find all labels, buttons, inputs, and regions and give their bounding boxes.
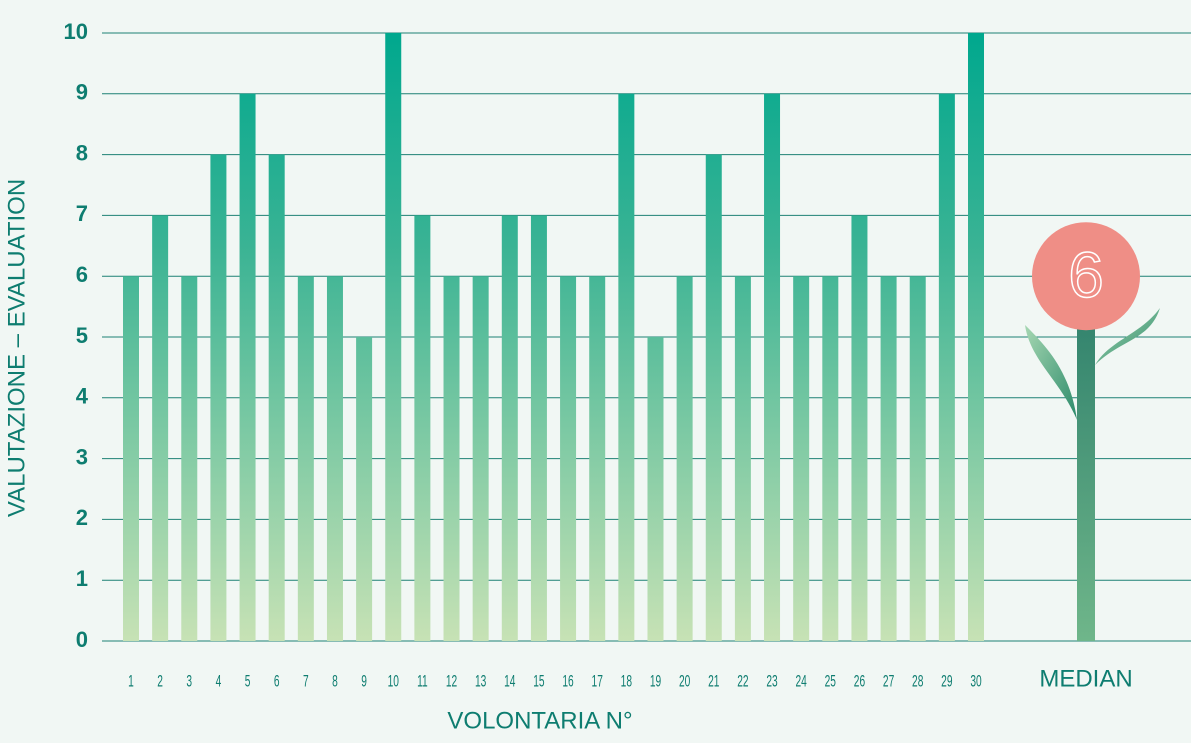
y-tick-label: 5 xyxy=(76,323,88,348)
bar xyxy=(298,276,314,641)
x-tick-label: 24 xyxy=(796,671,807,690)
bar xyxy=(677,276,693,641)
bar xyxy=(210,155,226,641)
x-tick-label: 19 xyxy=(650,671,661,690)
y-tick-label: 6 xyxy=(76,262,88,287)
x-tick-label: 11 xyxy=(417,671,428,690)
y-tick-label: 10 xyxy=(64,19,88,44)
median: 6 MEDIAN xyxy=(1032,222,1140,692)
x-tick-label: 1 xyxy=(128,671,134,690)
bar xyxy=(851,215,867,641)
bar xyxy=(181,276,197,641)
y-tick-label: 4 xyxy=(76,384,89,409)
bar xyxy=(647,337,663,641)
x-tick-label: 18 xyxy=(621,671,632,690)
x-tick-label: 10 xyxy=(388,671,399,690)
x-tick-label: 7 xyxy=(303,671,309,690)
x-tick-label: 15 xyxy=(533,671,544,690)
bar xyxy=(356,337,372,641)
y-tick-label: 2 xyxy=(76,505,88,530)
y-tick-label: 8 xyxy=(76,140,88,165)
y-tick-label: 1 xyxy=(76,566,88,591)
x-tick-label: 4 xyxy=(216,671,222,690)
x-tick-label: 9 xyxy=(361,671,367,690)
bar xyxy=(822,276,838,641)
bar xyxy=(939,94,955,641)
bar xyxy=(881,276,897,641)
x-tick-label: 20 xyxy=(679,671,690,690)
leaf xyxy=(1025,325,1077,420)
bar xyxy=(240,94,256,641)
bar xyxy=(531,215,547,641)
x-tick-label: 25 xyxy=(825,671,836,690)
bar xyxy=(473,276,489,641)
x-tick-label: 27 xyxy=(883,671,894,690)
bar xyxy=(327,276,343,641)
x-tick-label: 21 xyxy=(708,671,719,690)
bar xyxy=(502,215,518,641)
bar xyxy=(414,215,430,641)
x-tick-label: 23 xyxy=(766,671,777,690)
x-tick-label: 2 xyxy=(157,671,163,690)
x-tick-label: 6 xyxy=(274,671,280,690)
bar xyxy=(793,276,809,641)
x-tick-label: 30 xyxy=(970,671,981,690)
bar xyxy=(764,94,780,641)
x-tick-label: 17 xyxy=(592,671,603,690)
y-tick-label: 3 xyxy=(76,444,88,469)
x-tick-label: 8 xyxy=(332,671,338,690)
bar xyxy=(444,276,460,641)
median-value: 6 xyxy=(1068,239,1104,311)
bar xyxy=(618,94,634,641)
x-tick-label: 26 xyxy=(854,671,865,690)
bar xyxy=(152,215,168,641)
bar xyxy=(123,276,139,641)
bar xyxy=(968,33,984,641)
y-tick-label: 7 xyxy=(76,201,88,226)
x-tick-label: 12 xyxy=(446,671,457,690)
bar xyxy=(269,155,285,641)
x-tick-label: 28 xyxy=(912,671,923,690)
y-tick-label: 0 xyxy=(76,627,88,652)
median-label: MEDIAN xyxy=(1039,665,1132,692)
bar xyxy=(706,155,722,641)
x-tick-label: 3 xyxy=(186,671,192,690)
x-tick-label: 5 xyxy=(245,671,251,690)
x-tick-label: 16 xyxy=(562,671,573,690)
bar xyxy=(385,33,401,641)
bar xyxy=(735,276,751,641)
x-tick-label: 14 xyxy=(504,671,515,690)
y-tick-label: 9 xyxy=(76,80,88,105)
x-tick-label: 29 xyxy=(941,671,952,690)
x-tick-label: 22 xyxy=(737,671,748,690)
x-axis-title: VOLONTARIA N° xyxy=(447,707,632,734)
bar xyxy=(589,276,605,641)
x-tick-label: 13 xyxy=(475,671,486,690)
y-axis-title: VALUTAZIONE – EVALUATION xyxy=(3,179,30,517)
bar xyxy=(910,276,926,641)
bar xyxy=(560,276,576,641)
chart: 012345678910 123456789101112131415161718… xyxy=(0,0,1191,743)
median-stem xyxy=(1077,276,1095,641)
